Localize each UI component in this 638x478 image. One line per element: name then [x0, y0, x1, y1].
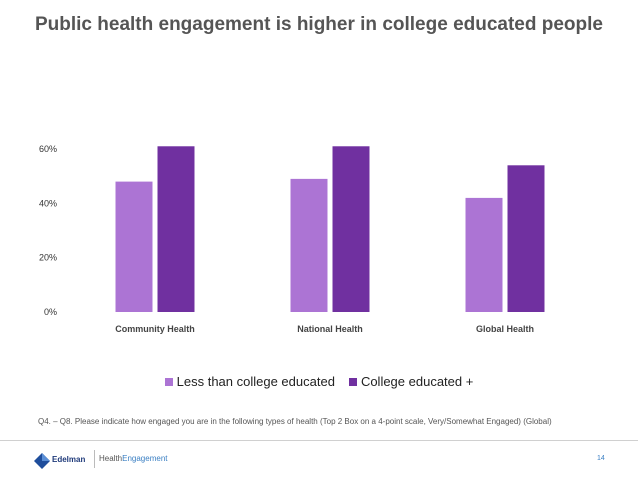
y-tick-label: 0% — [44, 307, 57, 317]
y-tick-label: 20% — [39, 253, 57, 263]
x-category-label: Global Health — [476, 324, 534, 334]
footer-divider — [0, 440, 638, 441]
x-category-label: National Health — [297, 324, 363, 334]
y-tick-label: 60% — [39, 144, 57, 154]
brand-part-engagement: Engagement — [122, 454, 168, 463]
edelman-logo-text: Edelman — [52, 455, 86, 464]
bar-less-than-college — [465, 197, 503, 312]
legend-label: Less than college educated — [176, 374, 335, 389]
legend-swatch — [348, 377, 357, 386]
bar-less-than-college — [115, 181, 153, 312]
bar-college-educated — [507, 165, 545, 312]
brand-name: HealthEngagement — [99, 454, 168, 463]
bar-college-educated — [332, 146, 370, 312]
page-number: 14 — [597, 455, 605, 462]
footnote: Q4. – Q8. Please indicate how engaged yo… — [38, 417, 552, 426]
chart-title: Public health engagement is higher in co… — [34, 14, 603, 35]
chart-legend: Less than college educated College educa… — [0, 374, 638, 389]
legend-item-less-than-college: Less than college educated — [164, 374, 335, 389]
bar-less-than-college — [290, 178, 328, 312]
y-tick-label: 40% — [39, 198, 57, 208]
x-category-label: Community Health — [115, 324, 195, 334]
edelman-logo: Edelman — [33, 452, 93, 470]
legend-label: College educated + — [360, 374, 474, 389]
bar-chart: 0% 20% 40% 60% Community Health National Heal… — [39, 144, 545, 334]
legend-item-college-educated: College educated + — [348, 374, 474, 389]
bar-college-educated — [157, 146, 195, 312]
legend-swatch — [164, 377, 173, 386]
brand-part-health: Health — [99, 454, 123, 463]
edelman-logo-icon — [34, 453, 50, 469]
brand-separator — [94, 450, 95, 468]
